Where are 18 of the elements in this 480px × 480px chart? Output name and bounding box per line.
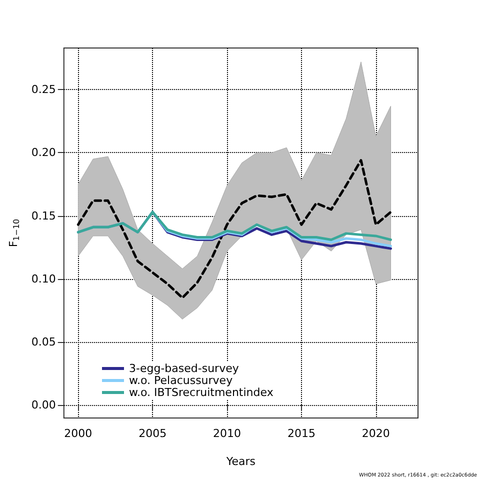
x-tick-label: 2020 <box>362 427 390 440</box>
x-tick-label: 2000 <box>64 427 92 440</box>
legend-label: 3-egg-based-survey <box>129 362 240 375</box>
y-tick-label: 0.15 <box>31 209 56 222</box>
line-series <box>76 210 392 241</box>
y-axis-title: F1−10 <box>7 218 21 248</box>
x-axis-title: Years <box>225 455 256 468</box>
y-tick-label: 0.00 <box>31 398 56 412</box>
legend-label: w.o. IBTSrecruitmentindex <box>129 386 274 399</box>
line-series <box>76 159 392 300</box>
x-tick-label: 2010 <box>213 427 242 440</box>
x-tick-label: 2005 <box>138 427 167 440</box>
y-tick-label: 0.05 <box>31 335 56 348</box>
legend-label: w.o. Pelacussurvey <box>129 374 234 387</box>
x-tick-label: 2015 <box>287 427 316 440</box>
y-tick-label: 0.10 <box>31 272 56 286</box>
y-tick-label: 0.25 <box>31 83 56 96</box>
y-tick-label: 0.20 <box>31 146 56 160</box>
